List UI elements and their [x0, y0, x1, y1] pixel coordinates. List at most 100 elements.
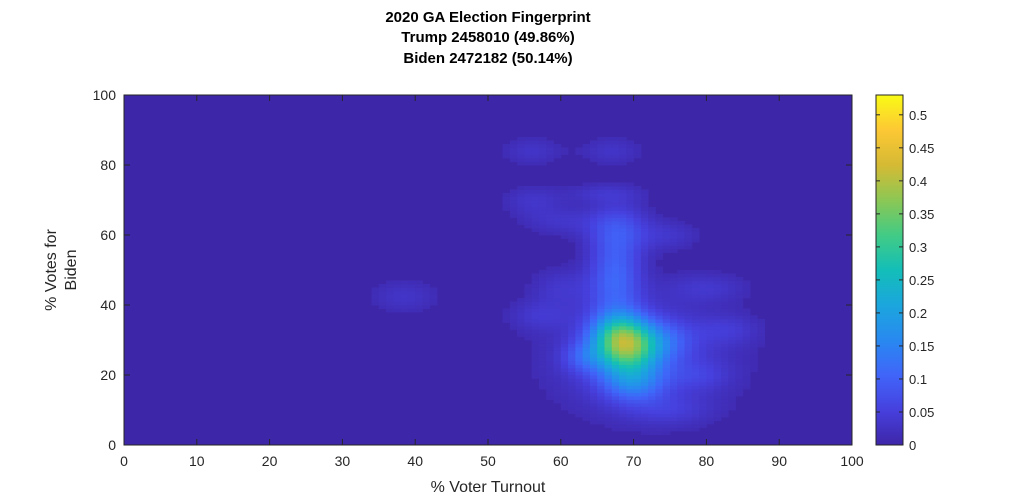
- heatmap-cell: [597, 263, 605, 267]
- heatmap-cell: [670, 406, 678, 411]
- heatmap-cell: [713, 326, 722, 330]
- heatmap-cell: [553, 186, 562, 190]
- heatmap-cell: [524, 207, 533, 211]
- heatmap-cell: [582, 200, 591, 204]
- heatmap-cell: [728, 294, 736, 299]
- heatmap-cell: [509, 319, 518, 323]
- heatmap-cell: [670, 284, 678, 288]
- heatmap-cell: [720, 273, 729, 278]
- heatmap-cell: [648, 207, 656, 211]
- heatmap-cell: [619, 326, 627, 330]
- heatmap-cell: [560, 266, 569, 271]
- heatmap-cell: [626, 217, 634, 222]
- heatmap-cell: [582, 399, 591, 404]
- heatmap-cell: [524, 291, 533, 295]
- heatmap-cell: [604, 312, 613, 316]
- chart-title-line-1: 2020 GA Election Fingerprint: [385, 9, 590, 26]
- heatmap-cell: [524, 305, 533, 309]
- heatmap-cell: [619, 291, 627, 295]
- heatmap-cell: [560, 354, 569, 358]
- heatmap-cell: [502, 154, 511, 159]
- heatmap-cell: [655, 231, 664, 236]
- heatmap-cell: [670, 301, 678, 306]
- heatmap-cell: [655, 350, 664, 355]
- heatmap-cell: [604, 256, 613, 260]
- heatmap-cell: [677, 329, 685, 334]
- heatmap-cell: [655, 312, 664, 316]
- heatmap-cell: [597, 312, 605, 316]
- heatmap-cell: [750, 354, 758, 358]
- heatmap-cell: [757, 340, 766, 344]
- heatmap-cell: [560, 224, 569, 229]
- heatmap-cell: [611, 375, 620, 379]
- heatmap-cell: [582, 182, 591, 187]
- heatmap-cell: [619, 277, 627, 281]
- heatmap-cell: [619, 270, 627, 274]
- heatmap-cell: [699, 368, 707, 372]
- heatmap-cell: [677, 273, 685, 278]
- heatmap-cell: [677, 301, 685, 306]
- heatmap-cell: [517, 214, 525, 218]
- heatmap-cell: [546, 186, 554, 190]
- heatmap-cell: [560, 291, 569, 295]
- heatmap-cell: [611, 200, 620, 204]
- heatmap-cell: [575, 357, 584, 362]
- heatmap-cell: [619, 382, 627, 386]
- heatmap-cell: [677, 312, 685, 316]
- heatmap-cell: [699, 396, 707, 400]
- heatmap-cell: [604, 399, 613, 404]
- chart-title-line-3: Biden 2472182 (50.14%): [403, 50, 572, 67]
- heatmap-cell: [633, 336, 642, 341]
- heatmap-cell: [538, 371, 547, 376]
- heatmap-cell: [568, 406, 576, 411]
- heatmap-cell: [626, 147, 634, 152]
- heatmap-cell: [553, 224, 562, 229]
- heatmap-cell: [575, 347, 584, 351]
- heatmap-cell: [597, 368, 605, 372]
- heatmap-cell: [553, 326, 562, 330]
- heatmap-cell: [720, 333, 729, 337]
- heatmap-cell: [538, 298, 547, 302]
- heatmap-cell: [655, 249, 664, 253]
- heatmap-cell: [568, 263, 576, 267]
- heatmap-cell: [735, 329, 744, 334]
- heatmap-cell: [684, 280, 693, 285]
- heatmap-cell: [575, 368, 584, 372]
- heatmap-cell: [568, 189, 576, 194]
- heatmap-cell: [575, 287, 584, 292]
- heatmap-cell: [407, 298, 416, 302]
- heatmap-cell: [626, 301, 634, 306]
- heatmap-cell: [720, 354, 729, 358]
- heatmap-cell: [531, 196, 540, 201]
- heatmap-cell: [655, 308, 664, 313]
- heatmap-cell: [611, 378, 620, 383]
- heatmap-cell: [597, 193, 605, 197]
- heatmap-cell: [597, 270, 605, 274]
- heatmap-cell: [553, 305, 562, 309]
- heatmap-cell: [662, 406, 671, 411]
- heatmap-cell: [720, 343, 729, 348]
- heatmap-cell: [655, 319, 664, 323]
- heatmap-cell: [611, 186, 620, 190]
- heatmap-cell: [575, 378, 584, 383]
- heatmap-cell: [560, 396, 569, 400]
- heatmap-cell: [626, 186, 634, 190]
- heatmap-cell: [684, 354, 693, 358]
- heatmap-cell: [575, 371, 584, 376]
- heatmap-cell: [670, 385, 678, 390]
- heatmap-cell: [400, 298, 409, 302]
- heatmap-cell: [626, 326, 634, 330]
- heatmap-cell: [735, 298, 744, 302]
- heatmap-cell: [655, 371, 664, 376]
- colorbar-tick-label: 0.25: [909, 273, 934, 288]
- heatmap-cell: [553, 382, 562, 386]
- heatmap-cell: [589, 263, 598, 267]
- heatmap-cell: [604, 326, 613, 330]
- heatmap-cell: [568, 385, 576, 390]
- heatmap-cell: [378, 284, 387, 288]
- heatmap-cell: [568, 193, 576, 197]
- heatmap-cell: [619, 399, 627, 404]
- heatmap-cell: [640, 252, 649, 257]
- heatmap-cell: [691, 364, 700, 369]
- heatmap-cell: [691, 389, 700, 393]
